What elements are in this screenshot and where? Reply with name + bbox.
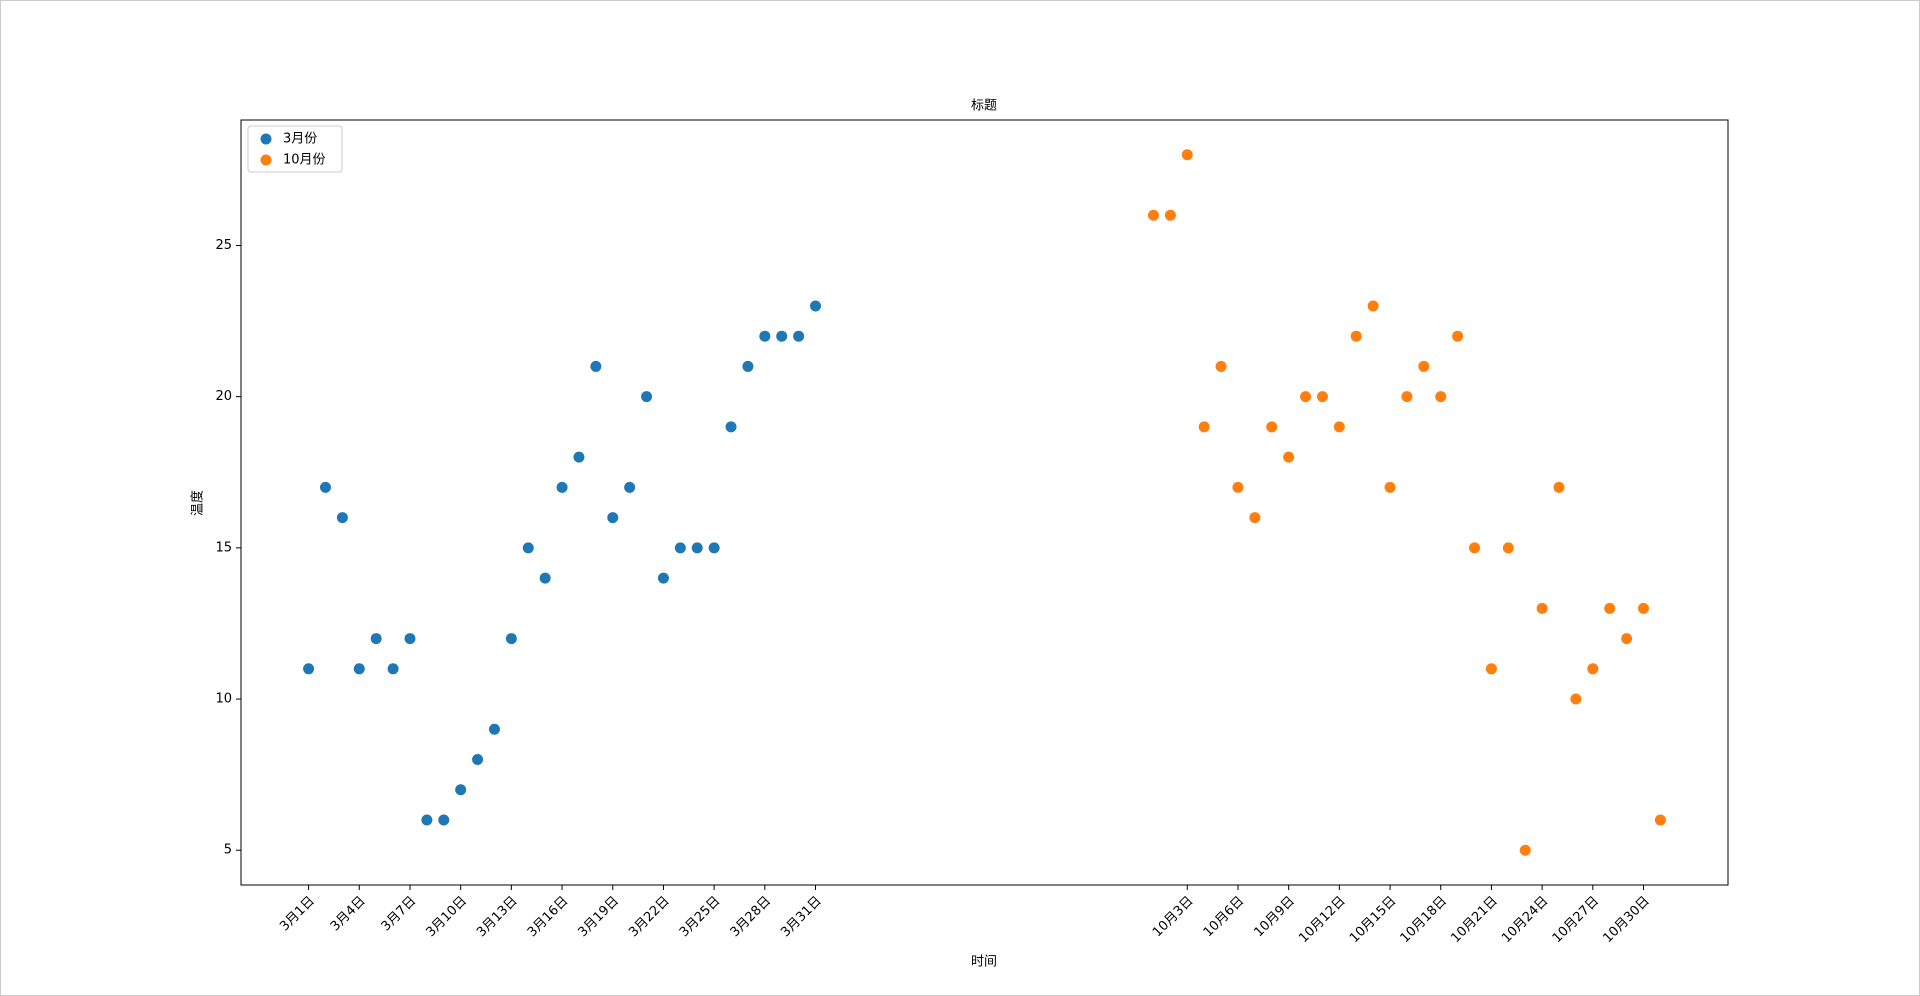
point bbox=[1469, 542, 1481, 554]
y-tick-label: 20 bbox=[215, 389, 232, 404]
point bbox=[1333, 421, 1345, 433]
x-axis-label: 时间 bbox=[971, 955, 997, 970]
point bbox=[1654, 814, 1666, 826]
point bbox=[573, 451, 585, 463]
point bbox=[1587, 663, 1599, 675]
point bbox=[539, 572, 551, 584]
point bbox=[759, 330, 771, 342]
point bbox=[1384, 481, 1396, 493]
point bbox=[725, 421, 737, 433]
point bbox=[1147, 209, 1159, 221]
point bbox=[1621, 633, 1633, 645]
legend-marker bbox=[260, 154, 272, 166]
point bbox=[1401, 391, 1413, 403]
point bbox=[404, 633, 416, 645]
point bbox=[1215, 360, 1227, 372]
point bbox=[1164, 209, 1176, 221]
point bbox=[488, 723, 500, 735]
point bbox=[303, 663, 315, 675]
y-tick-label: 25 bbox=[215, 238, 232, 253]
point bbox=[353, 663, 365, 675]
point bbox=[1452, 330, 1464, 342]
point bbox=[641, 391, 653, 403]
point bbox=[691, 542, 703, 554]
point bbox=[810, 300, 822, 312]
point bbox=[319, 481, 331, 493]
point bbox=[438, 814, 450, 826]
point bbox=[370, 633, 382, 645]
point bbox=[590, 360, 602, 372]
point bbox=[1536, 602, 1548, 614]
point bbox=[657, 572, 669, 584]
point bbox=[421, 814, 433, 826]
y-tick-label: 15 bbox=[215, 540, 232, 555]
point bbox=[1570, 693, 1582, 705]
point bbox=[1519, 844, 1531, 856]
legend-box bbox=[247, 125, 343, 173]
point bbox=[1604, 602, 1616, 614]
point bbox=[1350, 330, 1362, 342]
point bbox=[387, 663, 399, 675]
point bbox=[776, 330, 788, 342]
point bbox=[1367, 300, 1379, 312]
point bbox=[1300, 391, 1312, 403]
y-tick-label: 5 bbox=[224, 843, 232, 858]
point bbox=[1418, 360, 1430, 372]
point bbox=[708, 542, 720, 554]
point bbox=[1249, 512, 1261, 524]
point bbox=[472, 754, 484, 766]
point bbox=[1283, 451, 1295, 463]
point bbox=[1266, 421, 1278, 433]
legend-label: 10月份 bbox=[283, 153, 326, 168]
plot-area bbox=[240, 119, 1729, 886]
point bbox=[742, 360, 754, 372]
point bbox=[674, 542, 686, 554]
point bbox=[1198, 421, 1210, 433]
legend-marker bbox=[260, 133, 272, 145]
point bbox=[336, 512, 348, 524]
y-tick-label: 10 bbox=[215, 692, 232, 707]
point bbox=[505, 633, 517, 645]
point bbox=[1316, 391, 1328, 403]
legend-label: 3月份 bbox=[283, 132, 317, 147]
point bbox=[624, 481, 636, 493]
point bbox=[455, 784, 467, 796]
point bbox=[556, 481, 568, 493]
chart-title: 标题 bbox=[971, 99, 997, 114]
point bbox=[1485, 663, 1497, 675]
point bbox=[1502, 542, 1514, 554]
point bbox=[793, 330, 805, 342]
point bbox=[1553, 481, 1565, 493]
y-axis-label: 温度 bbox=[190, 490, 206, 516]
point bbox=[1181, 149, 1193, 161]
point bbox=[1435, 391, 1447, 403]
point bbox=[1232, 481, 1244, 493]
point bbox=[607, 512, 619, 524]
point bbox=[522, 542, 534, 554]
point bbox=[1638, 602, 1650, 614]
